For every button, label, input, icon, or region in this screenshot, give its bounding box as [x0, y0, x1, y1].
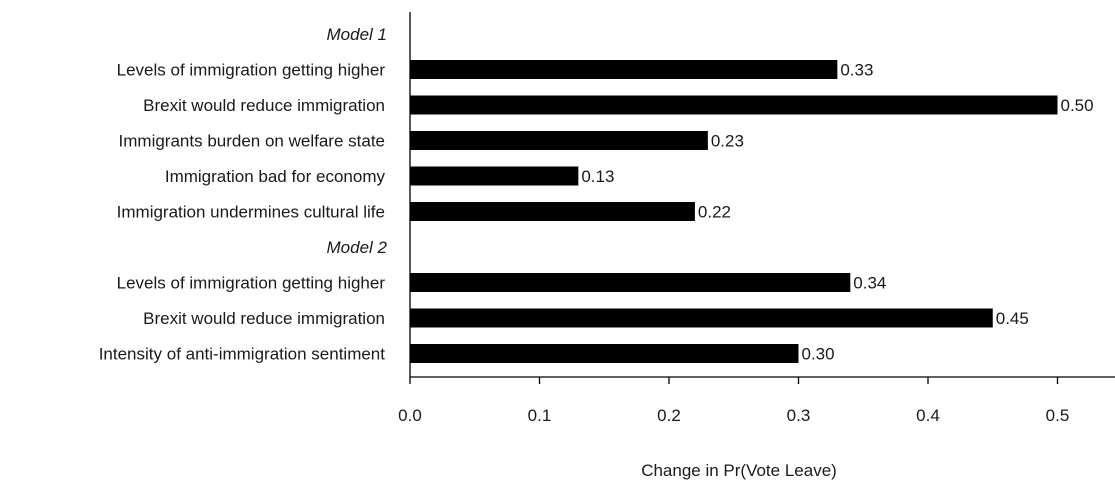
chart-axes: 0.0 0.1 0.2 0.3 0.4 0.5 [398, 12, 1115, 425]
x-tick-label: 0.2 [657, 406, 681, 425]
group-label: Model 1 [327, 25, 387, 44]
chart-rows: Model 1 Levels of immigration getting hig… [99, 25, 1094, 364]
data-label: 0.34 [853, 274, 886, 293]
data-label: 0.13 [581, 167, 614, 186]
data-label: 0.30 [802, 345, 835, 364]
bar [410, 60, 838, 79]
x-axis-title: Change in Pr(Vote Leave) [641, 461, 837, 480]
category-label: Immigration undermines cultural life [117, 203, 385, 222]
category-label: Levels of immigration getting higher [117, 61, 386, 80]
x-axis-ticks: 0.0 0.1 0.2 0.3 0.4 0.5 [398, 377, 1069, 425]
data-label: 0.23 [711, 132, 744, 151]
x-tick-label: 0.0 [398, 406, 422, 425]
x-tick-label: 0.4 [916, 406, 940, 425]
bar [410, 344, 799, 363]
data-label: 0.33 [840, 61, 873, 80]
x-tick-label: 0.5 [1046, 406, 1070, 425]
x-tick-label: 0.1 [528, 406, 552, 425]
category-label: Immigrants burden on welfare state [119, 132, 385, 151]
category-label: Immigration bad for economy [165, 167, 386, 186]
bar [410, 273, 851, 292]
data-label: 0.22 [698, 203, 731, 222]
category-label: Intensity of anti-immigration sentiment [99, 345, 386, 364]
bar [410, 131, 708, 150]
bar [410, 95, 1058, 115]
data-label: 0.45 [996, 309, 1029, 328]
bar [410, 202, 695, 221]
bar [410, 166, 579, 186]
x-tick-label: 0.3 [787, 406, 811, 425]
data-label: 0.50 [1061, 96, 1094, 115]
category-label: Brexit would reduce immigration [143, 309, 385, 328]
category-label: Brexit would reduce immigration [143, 96, 385, 115]
category-label: Levels of immigration getting higher [117, 274, 386, 293]
bar [410, 308, 993, 328]
group-label: Model 2 [327, 238, 388, 257]
